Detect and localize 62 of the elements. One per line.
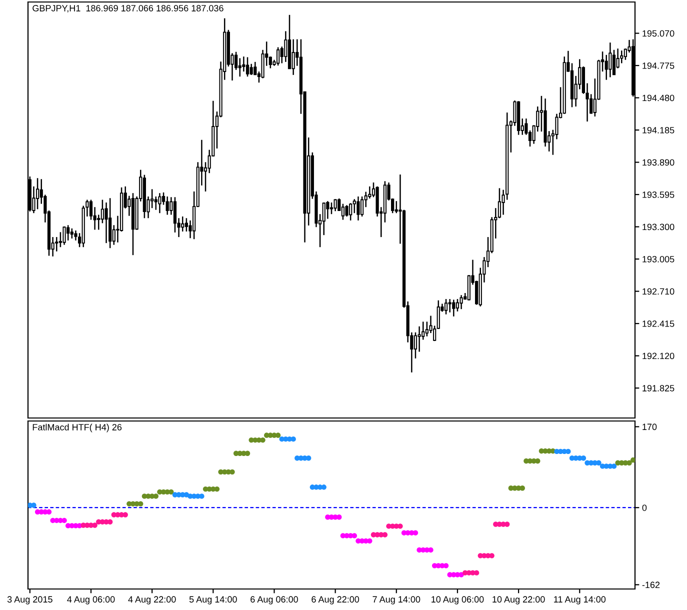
x-tick-label: 11 Aug 14:00 — [554, 596, 606, 604]
y-tick-label: 191.825 — [642, 385, 674, 392]
candlestick — [349, 202, 352, 222]
y-tick-label: 194.185 — [642, 126, 674, 134]
y-tick-label: 170 — [642, 424, 657, 430]
y-tick-label: 0 — [642, 504, 647, 511]
candlestick — [104, 202, 108, 244]
candlestick — [341, 203, 345, 220]
candlestick — [608, 42, 612, 78]
x-tick-label: 6 Aug 22:00 — [312, 596, 360, 604]
y-tick-label: 193.300 — [642, 224, 674, 230]
x-tick-label: 5 Aug 14:00 — [189, 596, 237, 604]
y-tick-label: -162 — [642, 582, 660, 588]
candlestick — [36, 178, 40, 210]
y-tick-label: 193.890 — [642, 159, 674, 166]
candlestick — [154, 196, 158, 210]
candlestick — [166, 196, 169, 216]
candlestick — [452, 299, 456, 318]
chart-title: FatlMacd HTF( H4) 26 — [32, 424, 122, 432]
candlestick — [70, 228, 74, 240]
candlestick — [334, 198, 337, 212]
candlestick — [242, 56, 246, 72]
candlestick — [345, 204, 348, 218]
candlestick — [326, 200, 330, 220]
candlestick — [62, 226, 66, 246]
candlestick — [456, 298, 460, 312]
y-tick-label: 195.070 — [642, 30, 674, 37]
x-tick-label: 4 Aug 06:00 — [67, 596, 115, 604]
candlestick — [173, 196, 177, 234]
candlestick — [55, 236, 58, 252]
candlestick — [360, 196, 364, 218]
y-tick-label: 193.595 — [642, 191, 674, 198]
x-tick-label: 6 Aug 06:00 — [250, 596, 298, 604]
candlestick — [158, 192, 162, 214]
x-tick-label: 3 Aug 2015 — [7, 596, 52, 604]
y-tick-label: 194.480 — [642, 94, 674, 102]
chart-title: GBPJPY,H1 186.969 187.066 186.956 187.036 — [32, 5, 224, 12]
candlestick — [356, 196, 360, 222]
candlestick — [250, 63, 253, 76]
y-tick-label: 192.710 — [642, 288, 674, 295]
candlestick — [604, 54, 608, 80]
x-tick-label: 10 Aug 06:00 — [432, 596, 484, 604]
y-tick-label: 192.120 — [642, 352, 674, 360]
x-tick-label: 7 Aug 14:00 — [372, 596, 420, 604]
candlestick — [276, 46, 280, 66]
candlestick — [394, 200, 398, 214]
candlestick — [108, 198, 112, 249]
y-tick-label: 194.775 — [642, 62, 674, 69]
candlestick — [292, 38, 295, 76]
x-tick-label: 10 Aug 22:00 — [492, 596, 545, 604]
candlestick — [246, 56, 250, 78]
candlestick — [254, 61, 257, 76]
y-tick-label: 192.415 — [642, 320, 674, 327]
candlestick — [322, 202, 326, 236]
candlestick — [460, 294, 463, 310]
candlestick — [238, 58, 242, 78]
y-tick-label: 193.005 — [642, 256, 674, 262]
candlestick — [268, 56, 272, 69]
candlestick — [66, 224, 70, 242]
x-tick-label: 4 Aug 22:00 — [128, 596, 176, 604]
candlestick — [444, 298, 448, 315]
candlestick — [181, 216, 184, 232]
